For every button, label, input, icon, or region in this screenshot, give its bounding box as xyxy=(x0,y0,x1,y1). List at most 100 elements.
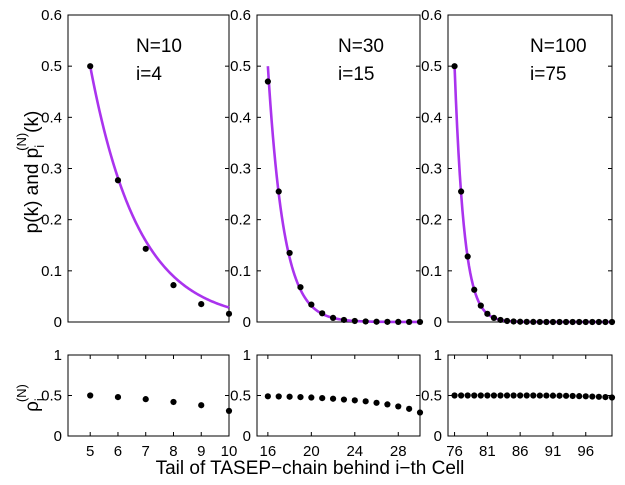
data-point xyxy=(484,310,491,317)
data-point xyxy=(503,392,511,399)
x-tick-label: 28 xyxy=(390,443,407,460)
data-point xyxy=(477,392,484,399)
data-point xyxy=(198,300,205,308)
data-point xyxy=(543,318,550,326)
axes-frame xyxy=(447,14,613,323)
y-tick-label: 0.2 xyxy=(230,212,251,229)
data-point xyxy=(406,318,413,326)
y-tick-label: 1 xyxy=(434,347,442,364)
data-point xyxy=(384,318,391,325)
data-point xyxy=(556,392,563,399)
data-point xyxy=(595,318,602,326)
data-point xyxy=(523,392,530,399)
axes-frame xyxy=(67,14,230,323)
panel-annotation: i=4 xyxy=(136,64,162,85)
data-point xyxy=(351,397,358,404)
data-point xyxy=(275,188,282,195)
data-point xyxy=(602,394,609,401)
panel-annotation: i=75 xyxy=(530,64,566,85)
y-tick-label: 1 xyxy=(243,347,251,364)
data-point xyxy=(477,302,484,309)
y-tick-label: 0.5 xyxy=(421,58,442,75)
data-point xyxy=(471,286,478,293)
y-tick-label: 0.6 xyxy=(230,7,251,24)
y-tick-label: 0 xyxy=(54,428,62,445)
data-point xyxy=(340,316,348,324)
y-tick-label: 0.3 xyxy=(41,161,62,178)
y-tick-label: 0.6 xyxy=(41,7,62,24)
y-tick-label: 0.5 xyxy=(421,388,442,405)
panel-annotation: N=100 xyxy=(530,36,587,57)
panel-annotation: i=15 xyxy=(338,64,374,85)
y-tick-label: 0 xyxy=(434,314,442,331)
data-point xyxy=(170,282,177,289)
y-tick-label: 0.4 xyxy=(230,109,251,126)
data-point xyxy=(589,318,596,326)
data-point xyxy=(484,392,491,399)
data-point xyxy=(497,316,504,324)
data-point xyxy=(464,392,471,399)
data-point xyxy=(503,317,511,325)
data-point xyxy=(536,392,543,399)
y-tick-label: 0.2 xyxy=(421,212,442,229)
data-point xyxy=(582,393,589,400)
x-tick-label: 5 xyxy=(86,443,94,460)
x-tick-label: 20 xyxy=(303,443,320,460)
data-point xyxy=(406,405,413,412)
panel-top-left: 0 0.1 0.2 0.3 0.4 0.5 0.6 N=10 i=4 xyxy=(41,7,233,331)
data-point xyxy=(458,392,465,399)
y-tick-label: 0 xyxy=(243,314,251,331)
y-axis-label-top: p(k) and pi(N)(k) xyxy=(14,111,47,234)
data-point xyxy=(589,393,596,400)
data-point xyxy=(373,318,380,325)
rho-subscript: i xyxy=(32,398,47,401)
data-point xyxy=(556,318,563,326)
data-point xyxy=(225,310,233,317)
data-point xyxy=(510,392,517,399)
y-tick-label: 0.4 xyxy=(421,109,442,126)
data-point xyxy=(297,284,304,291)
data-point xyxy=(530,392,537,399)
rho-symbol: ρ xyxy=(22,401,43,412)
data-point xyxy=(602,318,609,326)
y-tick-label: 0.1 xyxy=(41,263,62,280)
y-tick-label: 0.4 xyxy=(41,109,62,126)
data-point xyxy=(416,409,424,416)
data-point xyxy=(264,393,271,400)
data-point xyxy=(595,393,602,400)
data-point xyxy=(451,392,458,399)
data-point xyxy=(490,314,498,322)
x-tick-label: 7 xyxy=(142,443,150,460)
panel-annotation: N=10 xyxy=(136,36,182,57)
data-point xyxy=(170,398,177,406)
data-point xyxy=(87,392,94,399)
panels: 00.10.20.30.40.50.6N=10i=400.10.20.30.40… xyxy=(41,7,616,460)
y-label-main: p(k) and p xyxy=(22,148,43,234)
y-tick-label: 0.3 xyxy=(230,161,251,178)
data-point xyxy=(308,301,315,308)
data-point xyxy=(384,401,391,408)
panel-top-middle: 0 0.1 0.2 0.3 0.4 0.5 0.6 N=30 i=15 xyxy=(230,7,424,331)
y-tick-label: 0.5 xyxy=(230,58,251,75)
data-point xyxy=(362,318,369,325)
fit-curve xyxy=(88,65,230,309)
axes-frame xyxy=(256,14,421,323)
x-tick-label: 76 xyxy=(446,443,463,460)
x-tick-label: 24 xyxy=(346,443,363,460)
data-point xyxy=(142,396,149,403)
y-tick-label: 0.5 xyxy=(41,58,62,75)
rho-superscript: (N) xyxy=(14,384,29,402)
panel-bottom-right: 0 0.5 1 76 81 86 91 96 xyxy=(421,347,616,460)
data-point xyxy=(286,249,293,257)
data-point xyxy=(225,407,233,414)
data-point xyxy=(517,392,524,399)
data-point xyxy=(490,392,498,399)
panel-bottom-left: 0 0.5 1 5 6 7 8 9 10 xyxy=(41,347,237,460)
x-tick-label: 16 xyxy=(260,443,277,460)
x-tick-label: 8 xyxy=(169,443,177,460)
data-point xyxy=(198,402,205,409)
fit-curve xyxy=(266,66,420,324)
data-point xyxy=(549,392,557,399)
x-axis-label: Tail of TASEP−chain behind i−th Cell xyxy=(156,458,465,479)
